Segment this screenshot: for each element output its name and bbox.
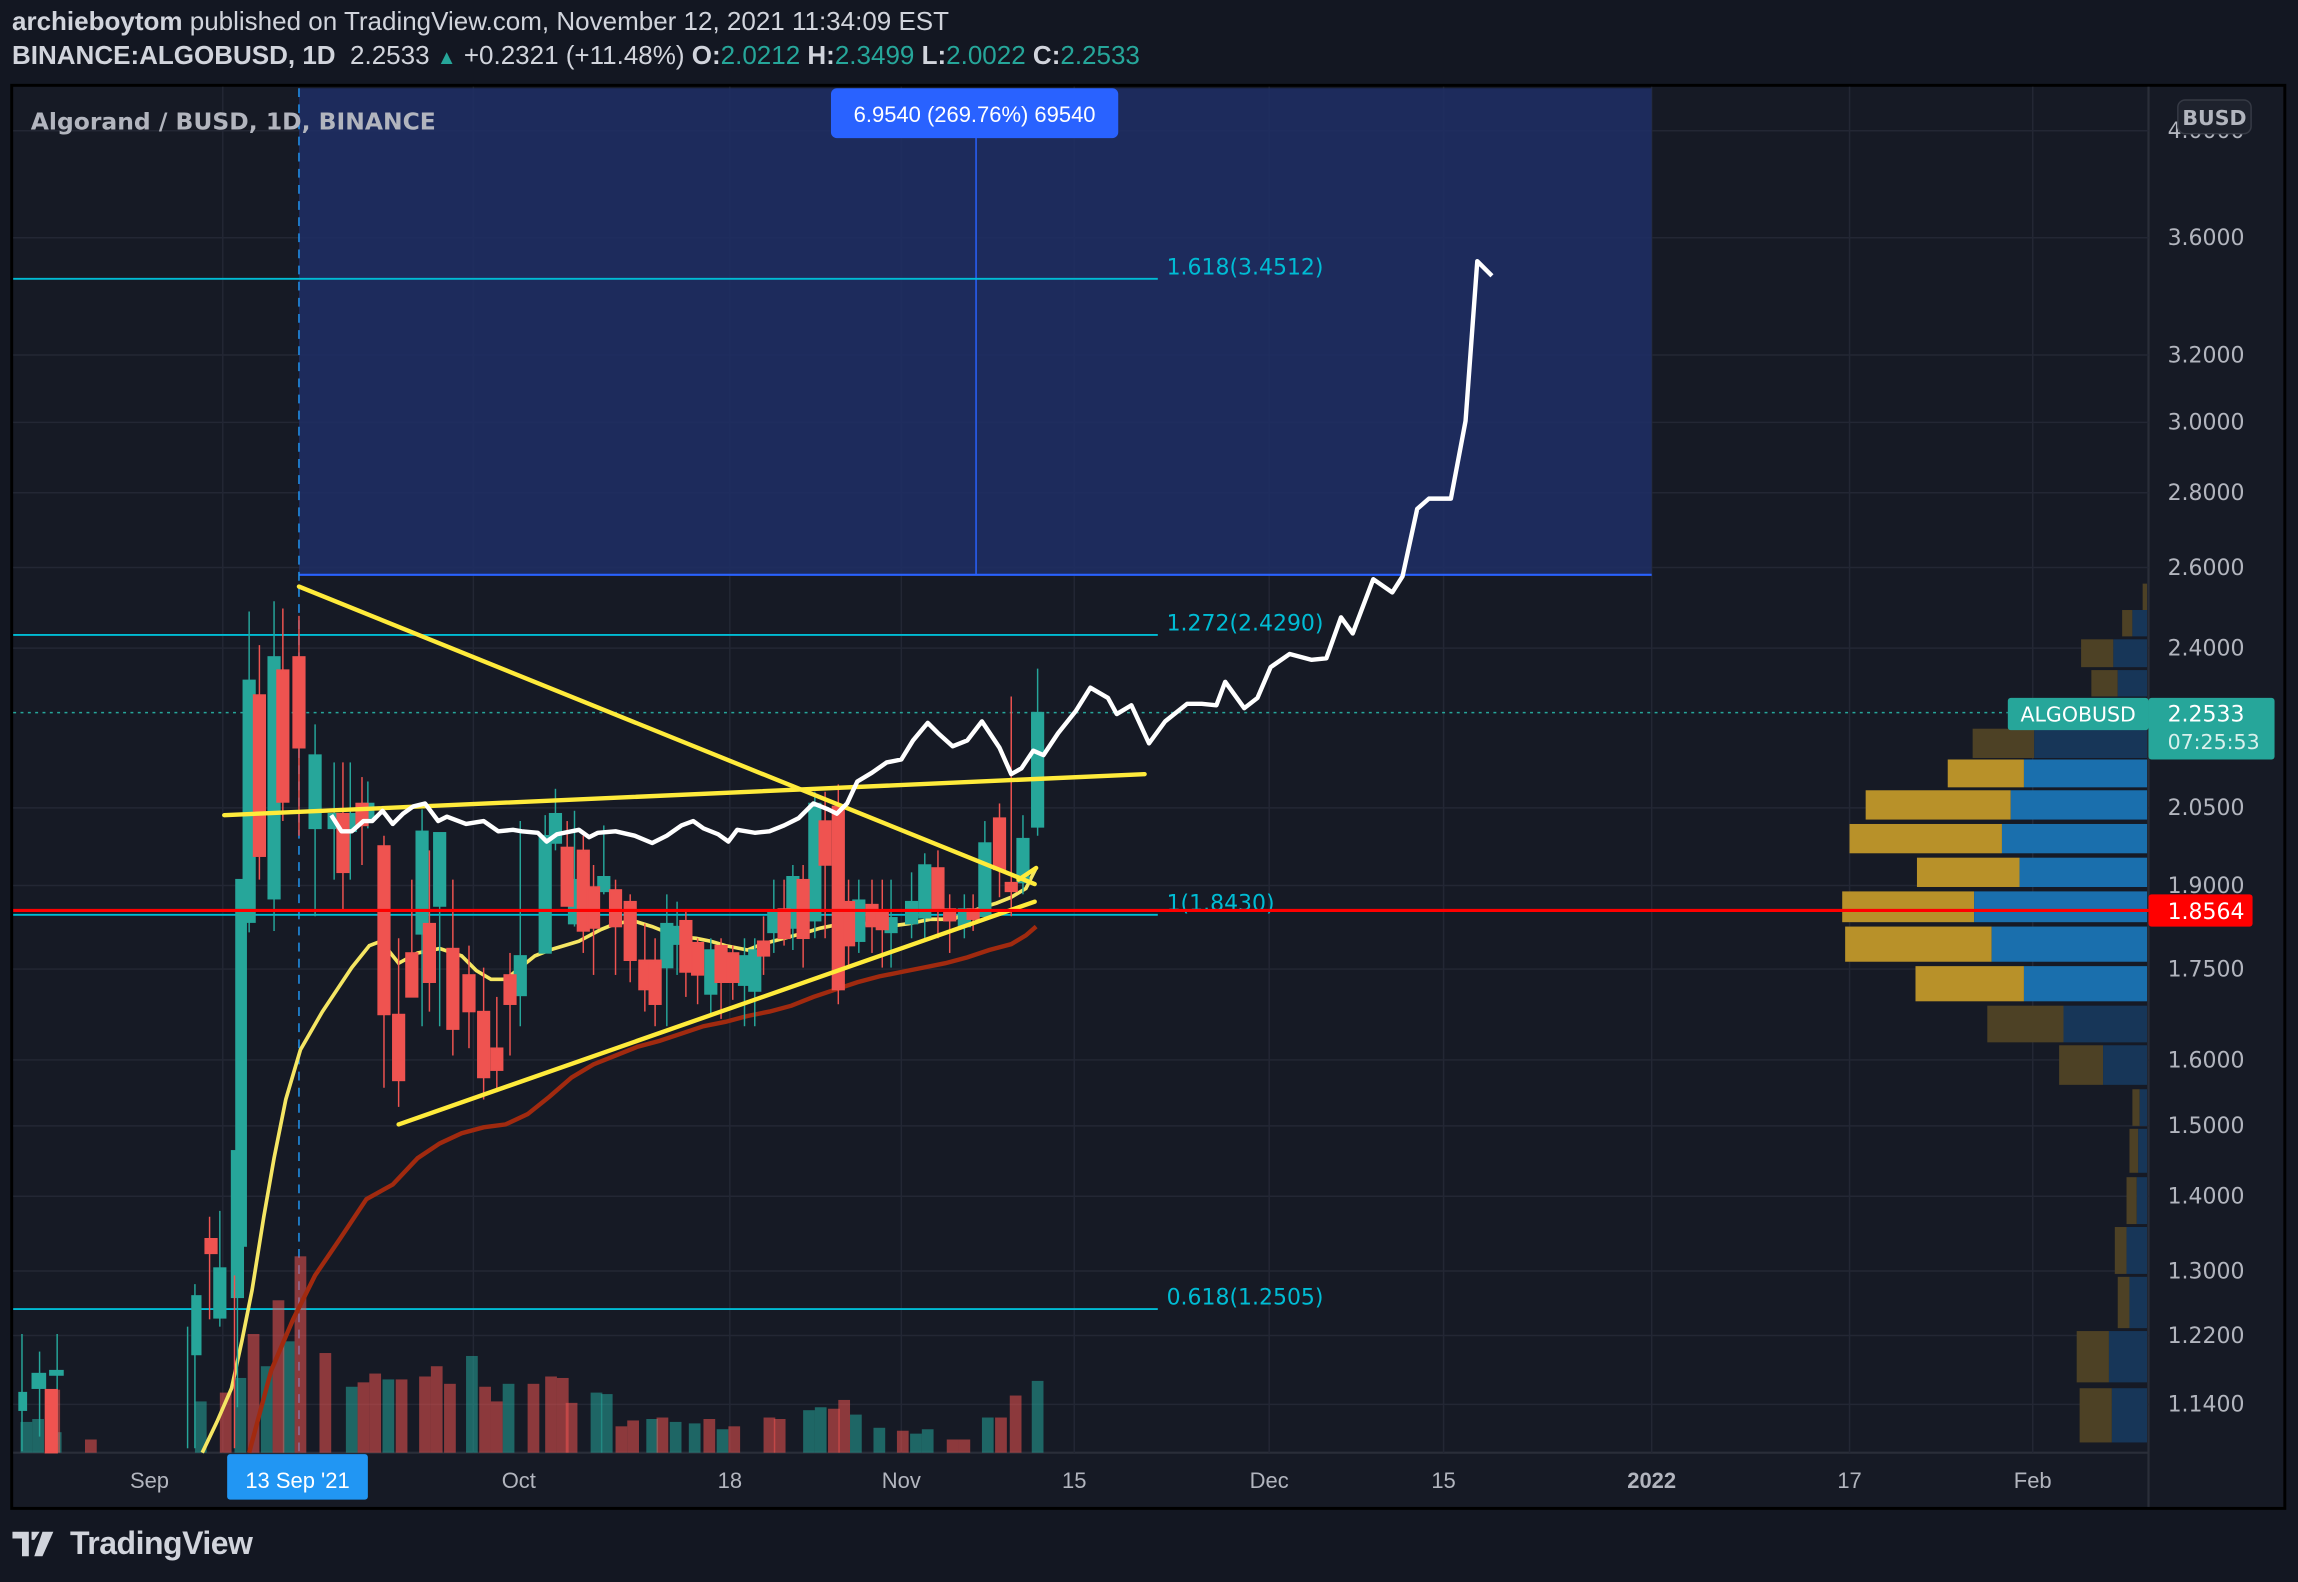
- measure-label-bg: [830, 88, 1119, 139]
- measure-label: 6.9540 (269.76%) 69540: [854, 102, 1096, 127]
- svg-text:3.2000: 3.2000: [2168, 343, 2245, 368]
- svg-text:2.4000: 2.4000: [2168, 636, 2245, 661]
- volume-bars: [20, 1256, 1044, 1453]
- high-value: 2.3499: [834, 40, 915, 70]
- symbol-label: BINANCE:ALGOBUSD, 1D: [12, 40, 336, 70]
- tradingview-logo-text: TradingView: [70, 1525, 253, 1561]
- volume-profile: [1842, 583, 2148, 1443]
- publish-info: archieboytom published on TradingView.co…: [12, 6, 949, 37]
- svg-text:15: 15: [1431, 1468, 1455, 1493]
- svg-text:2.0500: 2.0500: [2168, 796, 2245, 821]
- fib-label-1618: 1.618(3.4512): [1167, 255, 1324, 280]
- svg-text:18: 18: [718, 1468, 742, 1493]
- publish-text: published on TradingView.com, November 1…: [189, 6, 950, 36]
- svg-text:2.6000: 2.6000: [2168, 556, 2245, 581]
- last-price-tag: [2148, 697, 2275, 760]
- svg-text:Dec: Dec: [1250, 1468, 1289, 1493]
- open-label: O:: [691, 40, 721, 70]
- hline-price-tag: [2148, 894, 2253, 927]
- tradingview-logo[interactable]: TradingView: [12, 1525, 253, 1562]
- triangle-trendlines[interactable]: [222, 584, 1147, 1127]
- svg-text:1.4000: 1.4000: [2168, 1185, 2245, 1210]
- low-value: 2.0022: [946, 40, 1026, 70]
- svg-text:Feb: Feb: [2014, 1468, 2052, 1493]
- symbol-price-tag: [2007, 697, 2149, 731]
- last-price: 2.2533: [350, 40, 430, 70]
- svg-text:1.5000: 1.5000: [2168, 1114, 2245, 1139]
- currency-badge[interactable]: [2177, 99, 2252, 135]
- svg-text:17: 17: [1837, 1468, 1861, 1493]
- svg-text:2022: 2022: [1627, 1468, 1676, 1493]
- open-value: 2.0212: [720, 40, 801, 70]
- svg-text:Oct: Oct: [502, 1468, 536, 1493]
- tradingview-logo-icon: [12, 1531, 54, 1556]
- low-label: L:: [921, 40, 947, 70]
- last-price-value: 2.2533: [2168, 702, 2245, 727]
- crosshair-time-tag: [227, 1454, 368, 1500]
- projection-path[interactable]: [329, 259, 1494, 846]
- high-label: H:: [807, 40, 835, 70]
- symbol-info: BINANCE:ALGOBUSD, 1D 2.2533 ▲ +0.2321 (+…: [12, 40, 1140, 71]
- author-name[interactable]: archieboytom: [12, 6, 183, 36]
- svg-text:1.7500: 1.7500: [2168, 957, 2245, 982]
- svg-text:1.6000: 1.6000: [2168, 1048, 2245, 1073]
- svg-text:1.2200: 1.2200: [2168, 1324, 2245, 1349]
- fib-label-0618: 0.618(1.2505): [1167, 1286, 1324, 1311]
- currency-badge-label: BUSD: [2182, 106, 2246, 130]
- close-value: 2.2533: [1060, 40, 1140, 70]
- hline-price-value: 1.8564: [2168, 900, 2245, 925]
- ema-fast-line: [200, 867, 1038, 1454]
- svg-text:3.0000: 3.0000: [2168, 411, 2245, 436]
- fib-label-1: 1(1.8430): [1167, 891, 1275, 916]
- time-axis[interactable]: Sep Oct 18 Nov 15 Dec 15 2022 17 Feb: [130, 1468, 2052, 1493]
- crosshair-time-label: 13 Sep '21: [245, 1468, 349, 1493]
- candles[interactable]: [18, 601, 1045, 1454]
- chart-title: Algorand / BUSD, 1D, BINANCE: [31, 107, 436, 135]
- symbol-price-tag-label: ALGOBUSD: [2020, 702, 2135, 726]
- fib-label-1272: 1.272(2.4290): [1167, 612, 1324, 637]
- svg-text:2.8000: 2.8000: [2168, 481, 2245, 506]
- svg-text:1.1400: 1.1400: [2168, 1393, 2245, 1418]
- close-value-label: C:: [1032, 40, 1061, 70]
- up-arrow-icon: ▲: [436, 47, 457, 69]
- svg-text:Nov: Nov: [882, 1468, 921, 1493]
- svg-text:3.6000: 3.6000: [2168, 226, 2245, 251]
- svg-text:15: 15: [1062, 1468, 1086, 1493]
- svg-text:1.3000: 1.3000: [2168, 1259, 2245, 1284]
- price-change: +0.2321 (+11.48%): [463, 40, 685, 70]
- svg-text:Sep: Sep: [130, 1468, 169, 1493]
- ema-slow-line: [247, 924, 1038, 1454]
- bar-countdown: 07:25:53: [2168, 730, 2260, 754]
